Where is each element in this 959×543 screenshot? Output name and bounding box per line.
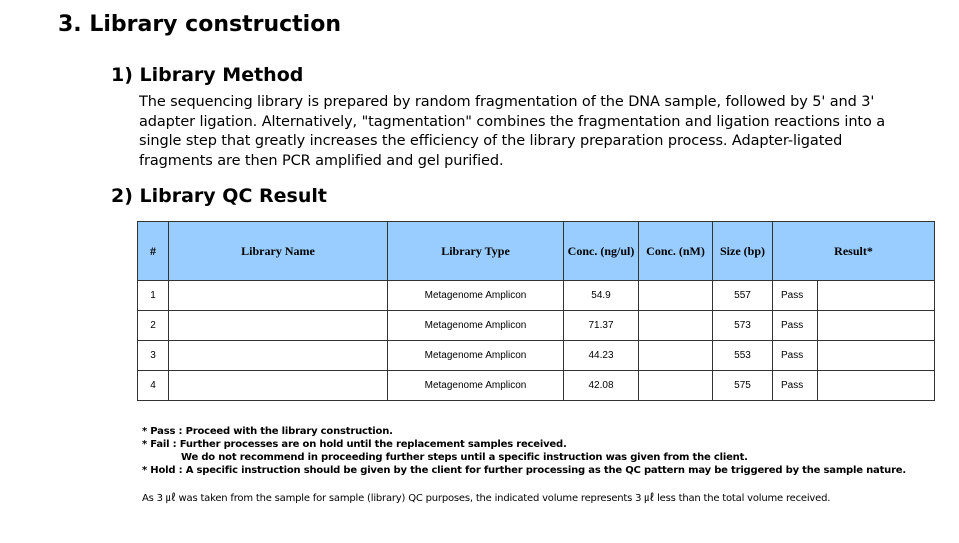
cell-conc-ng: 54.9: [563, 280, 639, 311]
col-conc-ng: Conc. (ng/ul): [563, 221, 639, 281]
page-title: 3. Library construction: [58, 12, 341, 37]
note-fail: * Fail : Further processes are on hold u…: [142, 439, 567, 450]
cell-type: Metagenome Amplicon: [387, 310, 564, 341]
cell-type: Metagenome Amplicon: [387, 280, 564, 311]
cell-conc-ng: 42.08: [563, 370, 639, 401]
cell-size: 557: [712, 280, 773, 311]
cell-conc-ng: 44.23: [563, 340, 639, 371]
table-row: 4 Metagenome Amplicon 42.08 575 Pass: [137, 370, 935, 401]
cell-size: 573: [712, 310, 773, 341]
table-row: 2 Metagenome Amplicon 71.37 573 Pass: [137, 310, 935, 341]
note-fail-detail: We do not recommend in proceeding furthe…: [181, 452, 748, 463]
cell-result-extra: [817, 310, 935, 341]
cell-conc-nm: [638, 280, 713, 311]
cell-name: [168, 310, 388, 341]
cell-result: Pass: [772, 340, 818, 371]
cell-name: [168, 340, 388, 371]
cell-result: Pass: [772, 310, 818, 341]
table-row: 1 Metagenome Amplicon 54.9 557 Pass: [137, 280, 935, 311]
cell-name: [168, 370, 388, 401]
cell-num: 2: [137, 310, 169, 341]
col-name: Library Name: [168, 221, 388, 281]
method-text: The sequencing library is prepared by ra…: [139, 94, 886, 169]
table-row: 3 Metagenome Amplicon 44.23 553 Pass: [137, 340, 935, 371]
note-pass: * Pass : Proceed with the library constr…: [142, 426, 393, 437]
cell-result-extra: [817, 280, 935, 311]
cell-num: 3: [137, 340, 169, 371]
cell-result: Pass: [772, 370, 818, 401]
method-heading: 1) Library Method: [111, 64, 304, 86]
cell-size: 553: [712, 340, 773, 371]
cell-result-extra: [817, 370, 935, 401]
cell-conc-nm: [638, 310, 713, 341]
cell-name: [168, 280, 388, 311]
cell-conc-nm: [638, 340, 713, 371]
col-conc-nm: Conc. (nM): [638, 221, 713, 281]
cell-type: Metagenome Amplicon: [387, 340, 564, 371]
col-num: #: [137, 221, 169, 281]
col-size: Size (bp): [712, 221, 773, 281]
cell-conc-ng: 71.37: [563, 310, 639, 341]
qc-heading: 2) Library QC Result: [111, 185, 327, 207]
cell-type: Metagenome Amplicon: [387, 370, 564, 401]
result-notes: * Pass : Proceed with the library constr…: [142, 425, 906, 477]
cell-num: 4: [137, 370, 169, 401]
cell-size: 575: [712, 370, 773, 401]
cell-result-extra: [817, 340, 935, 371]
qc-table: # Library Name Library Type Conc. (ng/ul…: [137, 221, 935, 401]
cell-num: 1: [137, 280, 169, 311]
cell-conc-nm: [638, 370, 713, 401]
col-result: Result*: [772, 221, 935, 281]
volume-note: As 3 ㎕ was taken from the sample for sam…: [142, 493, 831, 504]
note-hold: * Hold : A specific instruction should b…: [142, 465, 906, 476]
table-header: # Library Name Library Type Conc. (ng/ul…: [137, 221, 935, 281]
col-type: Library Type: [387, 221, 564, 281]
cell-result: Pass: [772, 280, 818, 311]
